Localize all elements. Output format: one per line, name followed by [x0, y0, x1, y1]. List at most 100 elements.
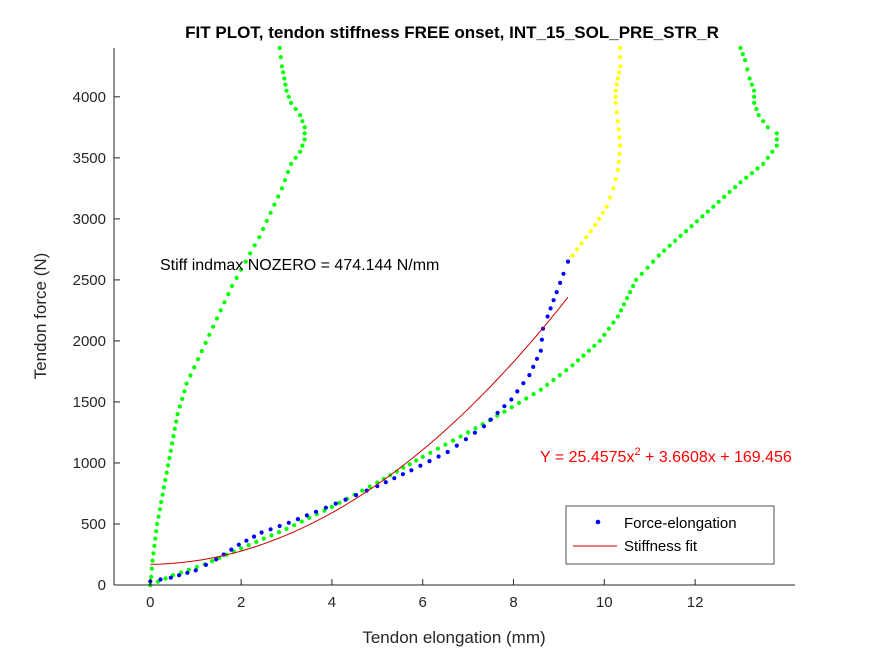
data-point: [617, 135, 622, 140]
x-tick-label: 2: [237, 594, 245, 611]
data-point: [614, 82, 619, 87]
data-point: [195, 357, 201, 362]
data-point: [193, 568, 198, 573]
x-tick-label: 10: [596, 594, 613, 611]
data-point: [613, 88, 618, 93]
data-point: [604, 204, 609, 209]
data-point: [436, 454, 441, 459]
data-point: [177, 573, 182, 578]
data-point: [596, 216, 602, 221]
data-point: [254, 539, 259, 545]
data-point: [749, 171, 755, 176]
y-tick-label: 500: [81, 516, 106, 533]
data-point: [180, 396, 185, 401]
data-point: [243, 259, 248, 264]
stiffness-fit-line: [150, 296, 569, 565]
data-point: [645, 265, 650, 270]
data-point: [765, 155, 770, 160]
x-tick-label: 6: [419, 594, 427, 611]
data-point: [199, 349, 204, 354]
data-point: [302, 137, 307, 142]
data-point: [502, 404, 507, 409]
data-point: [269, 533, 274, 538]
data-point: [727, 189, 732, 195]
data-point: [252, 243, 257, 248]
data-point: [277, 523, 282, 529]
data-point: [153, 536, 158, 541]
data-point: [584, 235, 589, 240]
data-point: [581, 353, 586, 358]
data-point: [770, 149, 775, 154]
data-point: [618, 143, 623, 148]
data-point: [639, 271, 644, 276]
data-point: [299, 519, 304, 524]
y-tick-label: 4000: [73, 89, 106, 106]
data-point: [473, 426, 478, 431]
data-point: [293, 106, 298, 112]
data-point: [615, 314, 621, 319]
y-tick-label: 3000: [73, 211, 106, 228]
data-point: [752, 88, 757, 93]
data-point: [165, 463, 171, 468]
data-point: [592, 343, 597, 348]
data-point: [172, 426, 177, 431]
data-point: [579, 241, 584, 246]
data-point: [627, 290, 633, 295]
data-point: [524, 396, 529, 401]
data-point: [575, 247, 580, 252]
data-point: [284, 526, 289, 532]
data-point: [662, 248, 667, 253]
data-point: [161, 485, 166, 490]
data-point: [561, 271, 566, 276]
data-point: [443, 442, 448, 447]
data-point: [158, 577, 163, 582]
data-point: [234, 275, 239, 280]
x-tick-label: 0: [146, 594, 154, 611]
data-point: [656, 253, 661, 258]
data-point: [354, 493, 359, 498]
data-point: [538, 387, 543, 392]
data-point: [203, 340, 208, 345]
data-point: [185, 570, 190, 575]
data-point: [276, 194, 281, 199]
data-point: [194, 564, 199, 570]
data-point: [743, 58, 748, 63]
data-point: [207, 332, 212, 337]
data-point: [615, 76, 621, 81]
data-point: [597, 338, 602, 343]
data-point: [472, 430, 477, 435]
data-point: [600, 210, 605, 215]
data-point: [683, 229, 689, 234]
data-point: [171, 434, 176, 439]
data-point: [593, 222, 598, 228]
data-point: [611, 320, 616, 325]
data-point: [761, 119, 766, 124]
data-point: [157, 507, 162, 512]
data-point: [551, 377, 556, 383]
data-point: [239, 546, 244, 551]
data-point: [210, 559, 215, 564]
data-point: [313, 509, 319, 514]
data-point: [624, 296, 630, 301]
data-point: [392, 476, 397, 481]
data-point: [222, 300, 227, 305]
data-point: [284, 88, 289, 93]
data-point: [203, 562, 208, 568]
data-point: [170, 441, 175, 446]
data-point: [268, 210, 273, 215]
data-point: [565, 259, 571, 264]
data-point: [400, 472, 405, 477]
data-point: [277, 45, 282, 51]
chart-title: FIT PLOT, tendon stiffness FREE onset, I…: [185, 23, 719, 42]
data-point: [488, 417, 493, 422]
data-point: [155, 521, 160, 527]
data-point: [281, 70, 286, 75]
data-point: [149, 566, 154, 571]
data-point: [744, 175, 749, 180]
data-point: [616, 159, 621, 164]
data-point: [570, 363, 575, 368]
data-point: [160, 492, 165, 497]
y-tick-label: 0: [98, 577, 106, 594]
data-point: [276, 530, 282, 535]
